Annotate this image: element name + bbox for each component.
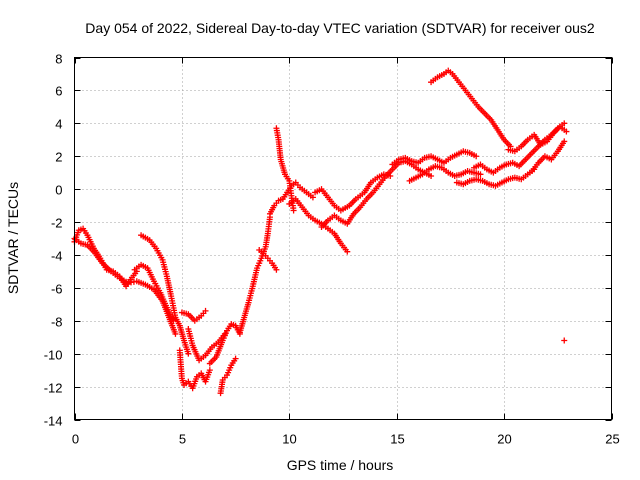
series-k bbox=[256, 247, 280, 273]
x-tick-label: 0 bbox=[72, 432, 79, 447]
y-tick-label: -2 bbox=[51, 216, 63, 231]
data-point bbox=[185, 350, 192, 357]
data-point bbox=[473, 153, 480, 160]
data-point bbox=[428, 172, 435, 179]
data-point bbox=[273, 266, 280, 273]
y-tick-label: -10 bbox=[44, 348, 63, 363]
data-point bbox=[561, 337, 568, 344]
series-c bbox=[131, 261, 177, 324]
data-point bbox=[290, 207, 297, 214]
series-o bbox=[312, 171, 394, 214]
series-e bbox=[176, 347, 213, 392]
series-n bbox=[286, 196, 351, 255]
data-point bbox=[561, 120, 568, 127]
series-w bbox=[529, 138, 568, 175]
y-tick-label: 6 bbox=[55, 84, 62, 99]
y-tick-label: 0 bbox=[55, 183, 62, 198]
plot-frame bbox=[74, 57, 612, 420]
x-tick-label: 15 bbox=[390, 432, 404, 447]
x-tick-label: 10 bbox=[282, 432, 296, 447]
series-q bbox=[389, 148, 480, 168]
data-point bbox=[309, 194, 316, 201]
y-tick-label: 4 bbox=[55, 117, 62, 132]
x-axis-label: GPS time / hours bbox=[287, 457, 394, 473]
y-tick-label: 8 bbox=[55, 52, 62, 67]
data-point bbox=[344, 248, 351, 255]
y-tick-label: -4 bbox=[51, 249, 63, 264]
series-f bbox=[178, 307, 209, 324]
y-tick-label: -14 bbox=[44, 414, 63, 429]
series-d bbox=[138, 232, 192, 357]
x-tick-label: 25 bbox=[605, 432, 619, 447]
data-point bbox=[172, 330, 179, 337]
x-tick-label: 5 bbox=[179, 432, 186, 447]
series-s bbox=[428, 67, 514, 150]
y-tick-label: -12 bbox=[44, 381, 63, 396]
data-point bbox=[477, 171, 484, 178]
series-g bbox=[185, 326, 228, 364]
series-x bbox=[561, 337, 568, 344]
data-point bbox=[563, 128, 570, 135]
data-point bbox=[561, 138, 568, 145]
ticks-layer: -14 -12 -10 -8 -6 -4 -2 0 2 4 6 8 0 5 10 15 20 25 bbox=[44, 52, 620, 447]
data-point bbox=[232, 355, 239, 362]
x-tick-label: 20 bbox=[497, 432, 511, 447]
data-point bbox=[206, 367, 213, 374]
series-v bbox=[505, 123, 570, 155]
series-r bbox=[406, 163, 484, 184]
y-axis-label: SDTVAR / TECUs bbox=[5, 182, 21, 294]
data-point bbox=[202, 307, 209, 314]
y-tick-label: -8 bbox=[51, 315, 63, 330]
y-tick-label: -6 bbox=[51, 282, 63, 297]
marks-layer bbox=[71, 67, 570, 397]
series-i bbox=[217, 355, 239, 397]
series-p bbox=[318, 158, 435, 230]
y-tick-label: 2 bbox=[55, 150, 62, 165]
data-point bbox=[170, 317, 177, 324]
series-j bbox=[236, 214, 273, 336]
chart-title: Day 054 of 2022, Sidereal Day-to-day VTE… bbox=[85, 20, 595, 36]
